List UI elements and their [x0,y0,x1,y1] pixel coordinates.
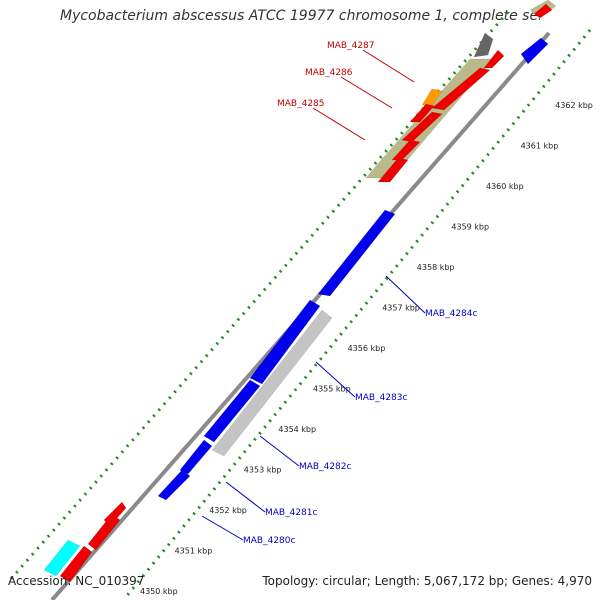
genome-summary: Topology: circular; Length: 5,067,172 bp… [262,574,592,588]
gene-label-reverse[interactable]: MAB_4282c [299,462,352,472]
gene-label-forward[interactable]: MAB_4287 [327,41,375,51]
gene-leader-line [225,481,266,513]
map-title: Mycobacterium abscessus ATCC 19977 chrom… [60,8,540,24]
gene-label-reverse[interactable]: MAB_4280c [243,536,296,546]
scale-tick-label: 4353 kbp [244,466,282,475]
gene-leader-line [315,361,356,398]
feature-cyan-block[interactable] [43,539,81,577]
scale-tick-label: 4359 kbp [451,223,489,232]
scale-tick-label: 4351 kbp [175,547,213,556]
cds-reverse-arrow[interactable] [249,299,321,385]
gene-label-forward[interactable]: MAB_4286 [305,68,353,78]
cds-reverse-arrow[interactable] [520,37,549,65]
scale-tick-label: 4362 kbp [555,101,593,110]
gene-label-forward[interactable]: MAB_4285 [277,99,325,109]
gene-leader-line [340,76,393,109]
cds-forward-arrow[interactable] [483,49,505,69]
scale-tick-label: 4350 kbp [140,587,178,596]
cds-reverse-arrow[interactable] [203,379,261,443]
cds-forward-arrow[interactable] [391,139,421,161]
gene-leader-line [385,275,426,314]
gene-label-reverse[interactable]: MAB_4283c [355,393,408,403]
cds-forward-arrow[interactable] [431,67,491,111]
scale-tick-label: 4357 kbp [382,304,420,313]
scale-tick-label: 4360 kbp [486,182,524,191]
cds-reverse-arrow[interactable] [179,439,213,475]
gene-leader-line [312,107,366,141]
cds-forward-arrow[interactable] [377,157,409,183]
cds-reverse-arrow[interactable] [157,469,191,501]
cds-reverse-arrow[interactable] [317,209,396,297]
outer-tick-track [8,11,510,581]
scale-tick-label: 4352 kbp [209,506,247,515]
scale-tick-label: 4358 kbp [417,263,455,272]
scale-tick-label: 4361 kbp [521,142,559,151]
scale-tick-label: 4356 kbp [348,344,386,353]
gene-leader-line [362,49,415,83]
feature-dark-block[interactable] [473,32,494,58]
cds-forward-arrow[interactable] [401,111,443,143]
accession-label: Accession: NC_010397 [8,574,145,588]
scale-tick-track [123,29,592,599]
feature-gray-band[interactable] [211,309,333,457]
cds-forward-arrow[interactable] [59,545,93,583]
gene-label-reverse[interactable]: MAB_4281c [265,508,318,518]
scale-tick-label: 4355 kbp [313,385,351,394]
cds-forward-arrow[interactable] [533,3,553,19]
gene-leader-line [201,515,244,541]
gene-label-reverse[interactable]: MAB_4284c [425,309,478,319]
cds-forward-arrow[interactable] [103,501,127,527]
gene-leader-line [259,435,300,467]
cds-forward-arrow[interactable] [409,103,435,123]
scale-tick-label: 4354 kbp [278,425,316,434]
